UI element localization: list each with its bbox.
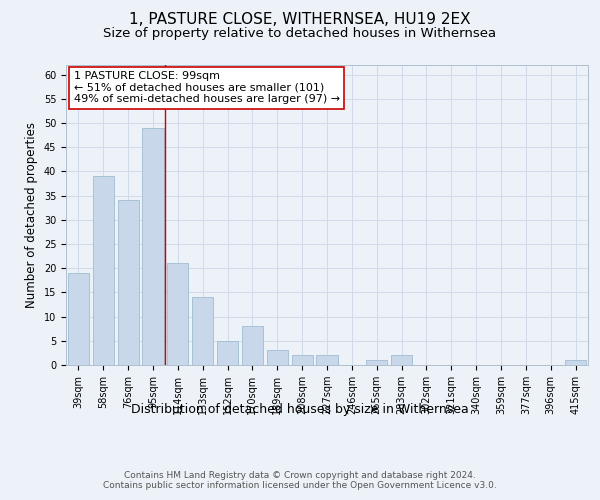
Bar bbox=[142, 128, 164, 365]
Bar bbox=[316, 356, 338, 365]
Y-axis label: Number of detached properties: Number of detached properties bbox=[25, 122, 38, 308]
Bar bbox=[565, 360, 586, 365]
Text: 1, PASTURE CLOSE, WITHERNSEA, HU19 2EX: 1, PASTURE CLOSE, WITHERNSEA, HU19 2EX bbox=[129, 12, 471, 28]
Text: Distribution of detached houses by size in Withernsea: Distribution of detached houses by size … bbox=[131, 402, 469, 415]
Bar bbox=[292, 356, 313, 365]
Text: Size of property relative to detached houses in Withernsea: Size of property relative to detached ho… bbox=[103, 28, 497, 40]
Bar bbox=[167, 264, 188, 365]
Bar bbox=[93, 176, 114, 365]
Bar bbox=[118, 200, 139, 365]
Bar bbox=[391, 356, 412, 365]
Bar bbox=[242, 326, 263, 365]
Text: Contains HM Land Registry data © Crown copyright and database right 2024.
Contai: Contains HM Land Registry data © Crown c… bbox=[103, 470, 497, 490]
Bar bbox=[68, 273, 89, 365]
Text: 1 PASTURE CLOSE: 99sqm
← 51% of detached houses are smaller (101)
49% of semi-de: 1 PASTURE CLOSE: 99sqm ← 51% of detached… bbox=[74, 71, 340, 104]
Bar bbox=[217, 341, 238, 365]
Bar bbox=[267, 350, 288, 365]
Bar bbox=[192, 298, 213, 365]
Bar bbox=[366, 360, 387, 365]
